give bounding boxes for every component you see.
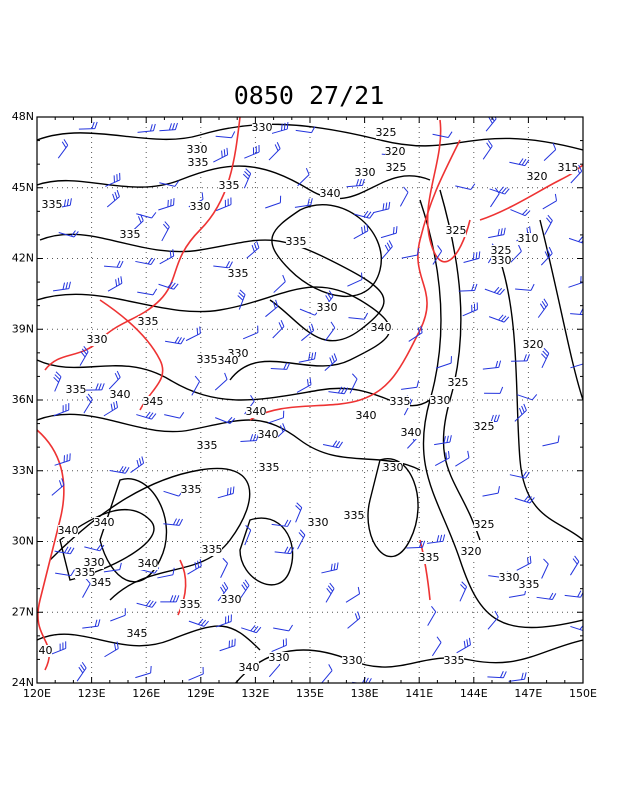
contour-label: 325: [376, 126, 397, 139]
contour-label: 330: [430, 394, 451, 407]
contour-label: 330: [221, 593, 242, 606]
contour-label: 335: [180, 598, 201, 611]
barb-feather: [393, 227, 394, 234]
lat-label: 36N: [12, 393, 34, 406]
lat-label: 30N: [12, 535, 34, 548]
contour-label: 335: [286, 235, 307, 248]
contour-label: 340: [138, 557, 159, 570]
contour-label: 335: [419, 551, 440, 564]
contour-label: 340: [320, 187, 341, 200]
contour-label: 320: [527, 170, 548, 183]
lon-label: 129E: [187, 687, 215, 700]
barb-feather: [227, 488, 228, 495]
contour-label: 330: [308, 516, 329, 529]
barb-feather: [151, 666, 152, 673]
contour-label: 340: [258, 428, 279, 441]
contour-label: 340: [218, 354, 239, 367]
contour-label: 335: [197, 353, 218, 366]
lat-label: 42N: [12, 252, 34, 265]
lon-label: 138E: [351, 687, 379, 700]
contour-label: 320: [385, 145, 406, 158]
contour-label: 330: [499, 571, 520, 584]
lon-label: 150E: [569, 687, 597, 700]
contour-label: 340: [239, 661, 260, 674]
contour-label: 335: [390, 395, 411, 408]
contour-label: 330: [317, 301, 338, 314]
contour-label: 335: [188, 156, 209, 169]
contour-label: 345: [91, 576, 112, 589]
barb-feather: [396, 226, 397, 233]
lon-label: 120E: [23, 687, 51, 700]
contour-label: 345: [143, 395, 164, 408]
contour-label: 320: [461, 545, 482, 558]
contour-label: 340: [246, 405, 267, 418]
lat-label: 48N: [12, 110, 34, 123]
contour-label: 330: [491, 254, 512, 267]
contour-label: 335: [181, 483, 202, 496]
lon-label: 132E: [241, 687, 269, 700]
contour-label: 325: [386, 161, 407, 174]
contour-label: 335: [138, 315, 159, 328]
barb-feather: [233, 487, 234, 494]
contour-label: 340: [110, 388, 131, 401]
lon-label: 147E: [514, 687, 542, 700]
lat-label: 33N: [12, 464, 34, 477]
map-title: 0850 27/21: [234, 81, 385, 110]
contour-label: 330: [342, 654, 363, 667]
barb-feather: [230, 487, 231, 494]
lon-label: 126E: [132, 687, 160, 700]
contour-label: 330: [252, 121, 273, 134]
barb-feather: [227, 148, 228, 155]
contour-label: 330: [269, 651, 290, 664]
lat-label: 45N: [12, 181, 34, 194]
contour-label: 325: [474, 518, 495, 531]
contour-label: 320: [523, 338, 544, 351]
contour-label: 335: [219, 179, 240, 192]
contour-label: 330: [383, 461, 404, 474]
lon-label: 123E: [78, 687, 106, 700]
contour-label: 315: [558, 161, 579, 174]
contour-label: 335: [42, 198, 63, 211]
contour-label: 340: [401, 426, 422, 439]
barb-shaft: [406, 547, 422, 548]
contour-label: 335: [444, 654, 465, 667]
contour-label: 330: [355, 166, 376, 179]
contour-label: 345: [127, 627, 148, 640]
barb-shaft: [79, 129, 95, 130]
contour-label: 325: [446, 224, 467, 237]
lon-label: 144E: [460, 687, 488, 700]
contour-label: 335: [519, 578, 540, 591]
contour-label: 340: [58, 524, 79, 537]
lat-label: 27N: [12, 605, 34, 618]
lon-label: 141E: [405, 687, 433, 700]
contour-label: 340: [371, 321, 392, 334]
contour-label: 340: [94, 516, 115, 529]
lat-label: 39N: [12, 322, 34, 335]
contour-label: 335: [344, 509, 365, 522]
contour-label: 330: [87, 333, 108, 346]
contour-label: 325: [448, 376, 469, 389]
barb-feather: [284, 123, 285, 130]
contour-label: 335: [120, 228, 141, 241]
contour-label: 335: [228, 267, 249, 280]
lon-label: 135E: [296, 687, 324, 700]
barb-feather: [287, 122, 288, 129]
contour-label: 330: [187, 143, 208, 156]
contour-label: 330: [190, 200, 211, 213]
barb-feather: [224, 149, 225, 156]
contour-label: 335: [202, 543, 223, 556]
contour-label: 335: [66, 383, 87, 396]
barb-shaft: [459, 291, 475, 292]
contour-label: 335: [197, 439, 218, 452]
contour-label: 335: [259, 461, 280, 474]
barb-feather: [200, 326, 201, 333]
contour-label: 340: [356, 409, 377, 422]
contour-label: 325: [474, 420, 495, 433]
barb-feather: [282, 124, 283, 131]
contour-label: 310: [518, 232, 539, 245]
barb-feather: [222, 151, 223, 158]
barb-feather: [197, 328, 198, 335]
